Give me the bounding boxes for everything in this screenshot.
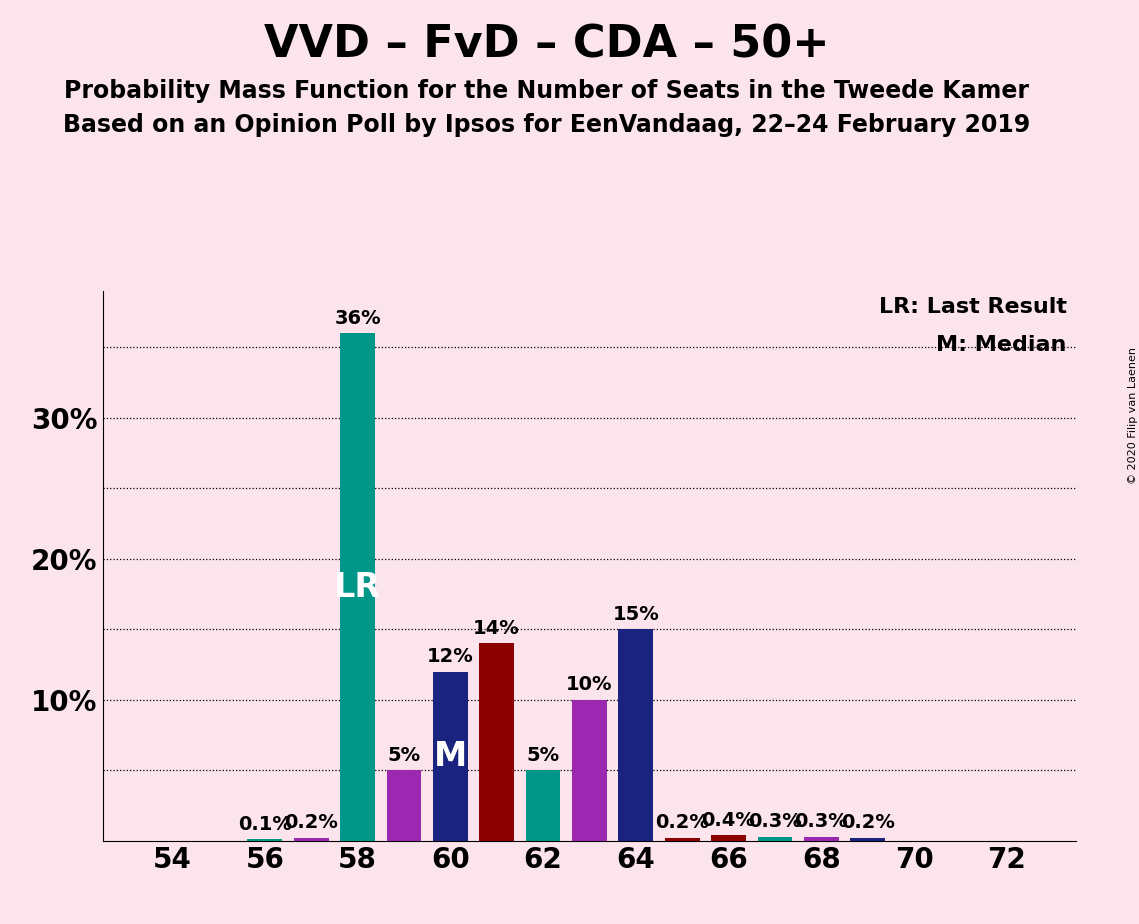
Bar (526, 771, 560, 841)
Text: 14%: 14% (474, 619, 521, 638)
Text: © 2020 Filip van Laenen: © 2020 Filip van Laenen (1129, 347, 1138, 484)
Text: 0.3%: 0.3% (748, 812, 802, 831)
Text: 10%: 10% (566, 675, 613, 694)
Text: 36%: 36% (334, 309, 380, 328)
Text: Based on an Opinion Poll by Ipsos for EenVandaag, 22–24 February 2019: Based on an Opinion Poll by Ipsos for Ee… (63, 113, 1031, 137)
Bar (665, 838, 699, 841)
Text: M: M (434, 740, 467, 772)
Text: M: Median: M: Median (936, 335, 1066, 355)
Text: 0.4%: 0.4% (702, 810, 755, 830)
Bar (480, 643, 514, 841)
Bar (341, 334, 375, 841)
Text: LR: LR (334, 571, 382, 603)
Bar (804, 836, 838, 841)
Text: LR: Last Result: LR: Last Result (878, 297, 1066, 317)
Bar (757, 836, 793, 841)
Bar (572, 699, 607, 841)
Bar (618, 629, 653, 841)
Text: 0.2%: 0.2% (655, 813, 710, 833)
Text: 0.2%: 0.2% (285, 813, 338, 833)
Bar (294, 838, 328, 841)
Text: 0.2%: 0.2% (841, 813, 894, 833)
Bar (711, 835, 746, 841)
Text: 5%: 5% (526, 746, 559, 765)
Text: 15%: 15% (613, 604, 659, 624)
Text: Probability Mass Function for the Number of Seats in the Tweede Kamer: Probability Mass Function for the Number… (64, 79, 1030, 103)
Text: VVD – FvD – CDA – 50+: VVD – FvD – CDA – 50+ (264, 23, 829, 67)
Text: 5%: 5% (387, 746, 420, 765)
Bar (433, 672, 468, 841)
Text: 12%: 12% (427, 647, 474, 666)
Bar (247, 839, 282, 841)
Bar (386, 771, 421, 841)
Text: 0.3%: 0.3% (794, 812, 849, 831)
Text: 0.1%: 0.1% (238, 815, 292, 833)
Bar (851, 838, 885, 841)
